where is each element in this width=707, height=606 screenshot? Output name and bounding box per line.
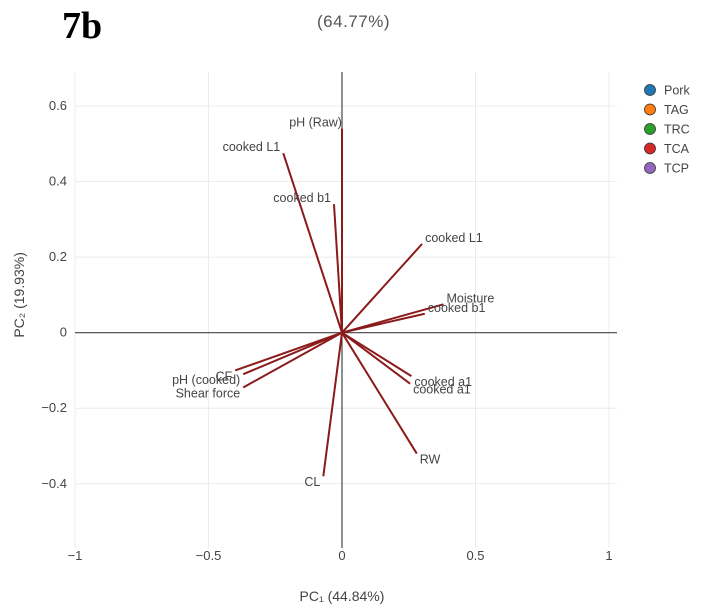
loading-vector (341, 331, 411, 385)
y-tick-label: 0.6 (49, 98, 67, 113)
x-tick-label: 0 (338, 548, 345, 563)
legend-marker (644, 142, 656, 155)
legend-label: Pork (664, 84, 690, 98)
legend-marker (644, 162, 656, 174)
loading-vector (282, 152, 343, 333)
vector-label: RW (420, 453, 441, 467)
loading-vector (332, 204, 343, 333)
x-tick-label: −1 (68, 548, 83, 563)
legend-item[interactable]: TRC (644, 123, 690, 137)
chart-title: (64.77%) (317, 12, 390, 31)
y-tick-label: −0.2 (41, 400, 67, 415)
figure-label: 7b (62, 5, 103, 47)
legend-label: TAG (664, 103, 689, 117)
loading-vectors: pH (Raw) cooked L1 cooked b1 cooked L1 Moist… (172, 116, 494, 490)
loading-vector (242, 331, 343, 376)
legend-item[interactable]: Pork (644, 84, 691, 98)
vector-label: Moisture (446, 291, 494, 305)
vector-label: cooked a1 (413, 383, 471, 397)
vector-label: cooked a1 (414, 375, 472, 389)
vector-label: cooked L1 (223, 140, 281, 154)
loading-vector (341, 331, 412, 377)
tick-labels: −1 −0.5 0 0.5 1 −0.4 −0.2 0 0.2 0.4 0.6 (41, 98, 612, 563)
y-tick-label: −0.4 (41, 476, 67, 491)
y-tick-label: 0.4 (49, 174, 67, 189)
y-axis-title: PC₂ (19.93%) (11, 252, 27, 338)
legend-label: TRC (664, 123, 690, 137)
axes (75, 72, 617, 548)
y-tick-label: 0.2 (49, 249, 67, 264)
loading-vector (322, 332, 343, 477)
loading-vector (341, 312, 425, 334)
y-tick-label: 0 (60, 325, 67, 340)
vector-label: CF (216, 369, 233, 383)
legend-marker (644, 103, 656, 116)
vector-label: cooked L1 (425, 231, 483, 245)
loading-vector (234, 331, 343, 372)
legend-item[interactable]: TCP (644, 162, 690, 176)
vector-label: CL (304, 475, 320, 489)
vector-label: cooked b1 (428, 301, 486, 315)
legend-marker (644, 84, 656, 96)
x-tick-label: −0.5 (196, 548, 222, 563)
legend-label: TCA (664, 142, 690, 156)
vector-label: Shear force (176, 386, 241, 400)
vector-label: pH (cooked) (172, 373, 240, 387)
vector-label: pH (Raw) (289, 116, 342, 130)
loading-vector (242, 331, 343, 389)
vector-label: cooked b1 (273, 191, 331, 205)
x-tick-label: 0.5 (466, 548, 484, 563)
x-axis-title: PC₁ (44.84%) (300, 588, 385, 604)
grid-lines (74, 72, 617, 548)
loading-vector (341, 243, 423, 334)
legend-label: TCP (664, 162, 689, 176)
legend-item[interactable]: TAG (644, 103, 689, 117)
legend-item[interactable]: TCA (644, 142, 690, 156)
x-tick-label: 1 (605, 548, 612, 563)
legend[interactable]: Pork TAG TRC TCA TCP (644, 84, 691, 176)
legend-marker (644, 123, 656, 135)
loading-vector (341, 332, 418, 455)
